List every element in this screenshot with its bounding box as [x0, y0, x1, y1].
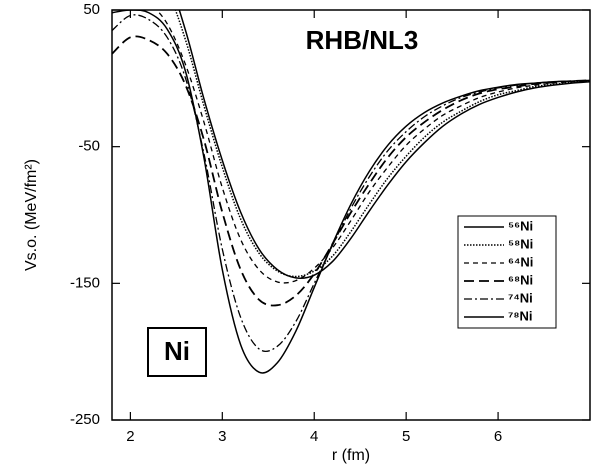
plot-frame: [111, 9, 591, 421]
legend-label: ⁵⁸Ni: [508, 236, 533, 251]
line-series: [112, 35, 590, 307]
annotation-box: [147, 327, 207, 377]
y-tick-label: -150: [70, 274, 100, 291]
chart-title: RHB/NL3: [306, 25, 419, 55]
line-series: [112, 10, 590, 374]
legend-label: ⁵⁶Ni: [508, 218, 533, 233]
x-tick-label: 4: [310, 428, 318, 445]
legend-label: ⁷⁸Ni: [508, 308, 533, 323]
x-tick-label: 3: [218, 428, 226, 445]
x-axis-label: r (fm): [332, 447, 370, 464]
plot-area: [112, 10, 590, 374]
y-tick-label: 50: [83, 1, 100, 18]
legend-label: ⁶⁴Ni: [508, 254, 533, 269]
y-axis-label: Vs.o. (MeV/fm²): [23, 159, 40, 271]
line-series: [178, 10, 590, 279]
line-series: [174, 10, 590, 278]
legend-box: [457, 215, 557, 329]
x-tick-label: 2: [126, 428, 134, 445]
annotation: Ni: [164, 336, 190, 366]
x-tick-label: 5: [402, 428, 410, 445]
y-tick-label: -250: [70, 411, 100, 428]
legend-label: ⁶⁸Ni: [508, 272, 533, 287]
legend-label: ⁷⁴Ni: [508, 290, 533, 305]
line-series: [155, 10, 590, 284]
y-tick-label: -50: [78, 138, 100, 155]
x-tick-label: 6: [494, 428, 502, 445]
